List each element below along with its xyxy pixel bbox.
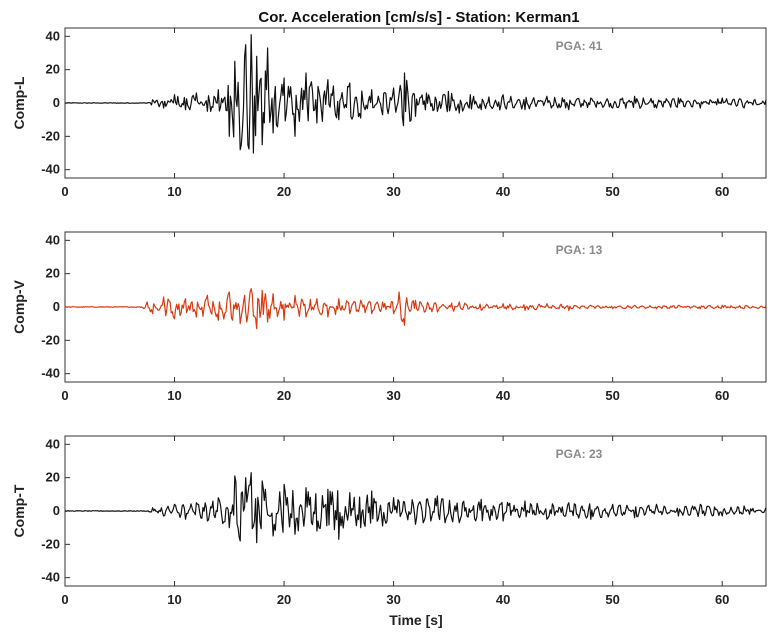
x-tick-label: 10 — [167, 592, 181, 607]
x-tick-label: 0 — [61, 592, 68, 607]
y-tick-label: -20 — [41, 536, 60, 551]
waveform-comp-l — [64, 34, 767, 154]
y-axis-label: Comp-V — [11, 280, 27, 334]
x-tick-label: 30 — [386, 388, 400, 403]
x-tick-label: 30 — [386, 592, 400, 607]
y-tick-label: 40 — [46, 436, 60, 451]
waveform-comp-t — [64, 472, 767, 544]
y-tick-label: 20 — [46, 62, 60, 77]
x-tick-label: 0 — [61, 388, 68, 403]
y-tick-label: -20 — [41, 332, 60, 347]
x-tick-label: 20 — [277, 388, 291, 403]
x-tick-label: 0 — [61, 184, 68, 199]
chart-title: Cor. Acceleration [cm/s/s] - Station: Ke… — [258, 9, 579, 26]
x-tick-label: 60 — [715, 184, 729, 199]
y-axis-label: Comp-L — [11, 76, 27, 129]
y-tick-label: 0 — [53, 95, 60, 110]
x-tick-label: 50 — [605, 388, 619, 403]
y-tick-label: -40 — [41, 570, 60, 585]
x-tick-label: 50 — [605, 184, 619, 199]
waveform-comp-v — [64, 288, 767, 330]
x-tick-label: 40 — [496, 184, 510, 199]
pga-annotation: PGA: 23 — [556, 447, 603, 461]
y-tick-label: 40 — [46, 28, 60, 43]
y-tick-label: 20 — [46, 470, 60, 485]
x-tick-label: 10 — [167, 184, 181, 199]
y-tick-label: -20 — [41, 128, 60, 143]
pga-annotation: PGA: 13 — [556, 243, 603, 257]
x-tick-label: 10 — [167, 388, 181, 403]
x-tick-label: 60 — [715, 592, 729, 607]
y-tick-label: -40 — [41, 162, 60, 177]
pga-annotation: PGA: 41 — [556, 39, 603, 53]
y-tick-label: 20 — [46, 266, 60, 281]
x-tick-label: 60 — [715, 388, 729, 403]
y-tick-label: 0 — [53, 503, 60, 518]
y-tick-label: -40 — [41, 366, 60, 381]
y-tick-label: 0 — [53, 299, 60, 314]
x-tick-label: 50 — [605, 592, 619, 607]
x-tick-label: 40 — [496, 388, 510, 403]
x-tick-label: 40 — [496, 592, 510, 607]
y-tick-label: 40 — [46, 232, 60, 247]
x-tick-label: 30 — [386, 184, 400, 199]
y-axis-label: Comp-T — [11, 484, 27, 537]
x-axis-label: Time [s] — [389, 612, 442, 628]
x-tick-label: 20 — [277, 592, 291, 607]
x-tick-label: 20 — [277, 184, 291, 199]
